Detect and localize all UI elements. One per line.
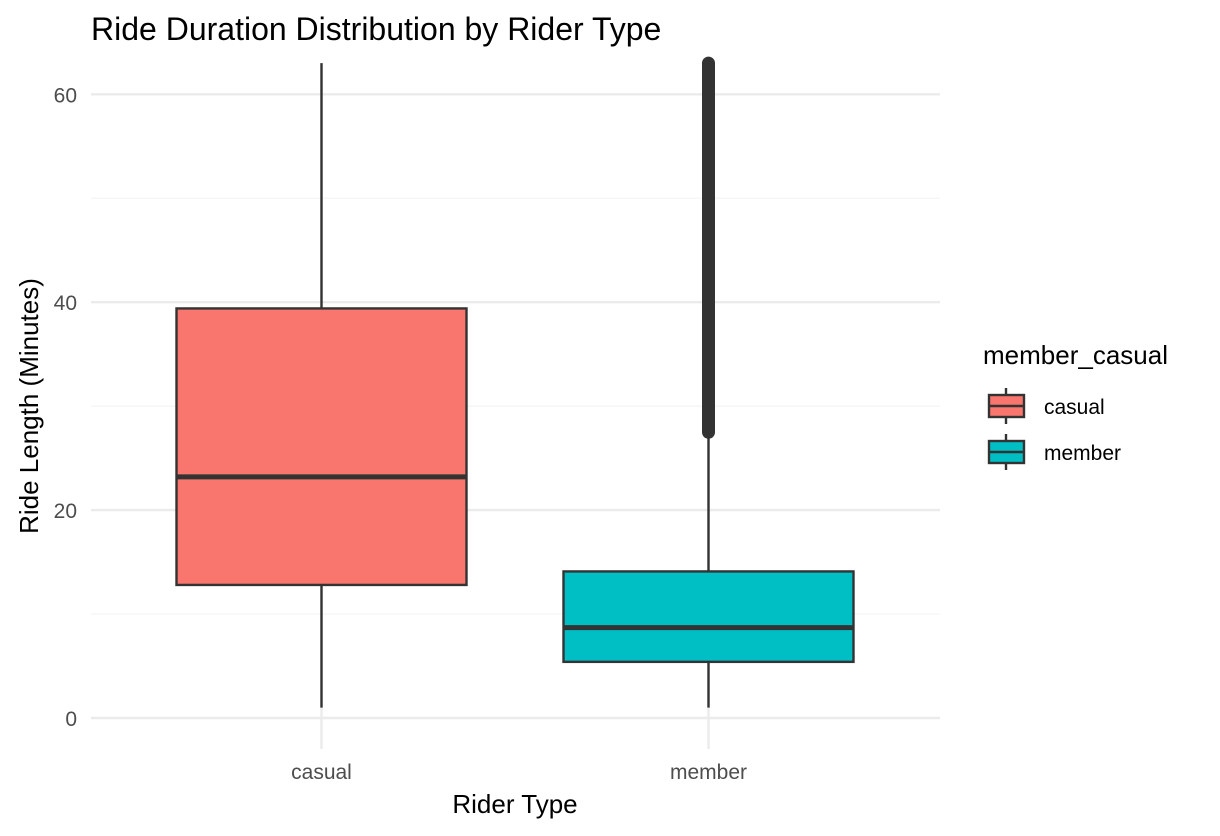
box-casual	[175, 63, 468, 708]
legend-label: member	[1044, 442, 1121, 465]
box-layer	[175, 56, 855, 708]
legend-item-casual: casual	[987, 388, 1105, 424]
y-tick-labels: 0 20 40 60	[54, 84, 77, 731]
x-tick-label: casual	[291, 761, 352, 784]
iqr-box	[175, 307, 468, 587]
x-tick-labels: casual member	[291, 761, 747, 784]
iqr-box	[562, 570, 855, 664]
legend: member_casual casual member	[983, 340, 1168, 470]
x-axis-title: Rider Type	[452, 789, 577, 819]
y-tick-label: 20	[54, 500, 77, 523]
y-tick-label: 0	[65, 708, 77, 731]
legend-label: casual	[1044, 396, 1105, 419]
y-tick-label: 40	[54, 292, 77, 315]
legend-items: casual member	[987, 388, 1121, 470]
x-tick-label: member	[670, 761, 747, 784]
box-member	[562, 56, 855, 708]
y-tick-label: 60	[54, 84, 77, 107]
y-axis-title: Ride Length (Minutes)	[14, 278, 44, 534]
legend-title: member_casual	[983, 340, 1168, 370]
legend-item-member: member	[987, 434, 1121, 470]
chart-title: Ride Duration Distribution by Rider Type	[91, 11, 661, 47]
